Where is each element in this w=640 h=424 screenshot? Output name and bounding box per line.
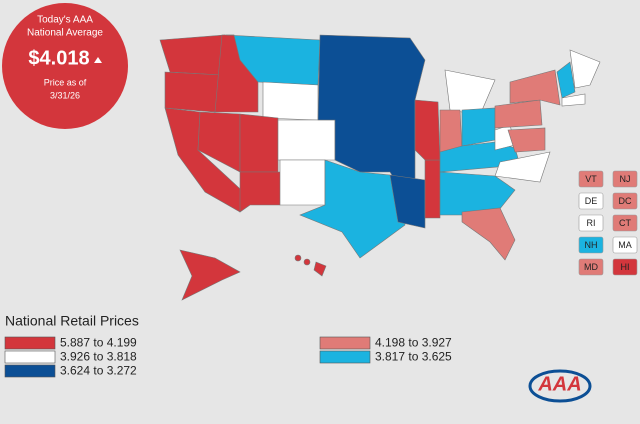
legend-label: 5.887 to 4.199 — [60, 336, 137, 350]
state-box — [578, 170, 604, 188]
badge-text: Today's AAA — [37, 15, 93, 26]
badge-price: $4.018 — [28, 47, 89, 69]
state — [262, 81, 319, 121]
state — [179, 249, 241, 301]
legend-title: National Retail Prices — [5, 313, 139, 329]
state — [439, 109, 463, 153]
state — [414, 99, 441, 161]
state — [313, 261, 327, 277]
legend-label: 4.198 to 3.927 — [375, 336, 452, 350]
legend-label: 3.817 to 3.625 — [375, 350, 452, 364]
state-box — [612, 170, 638, 188]
state — [556, 61, 576, 99]
badge: Today's AAA National Average $4.018 Pric… — [2, 3, 128, 129]
aaa-logo: AAA — [528, 369, 592, 403]
state-box — [612, 236, 638, 254]
state-box — [612, 192, 638, 210]
state-label: VT — [585, 174, 597, 184]
logo-ring — [528, 369, 592, 403]
state — [561, 93, 586, 107]
legend-swatch — [4, 350, 56, 364]
state-box — [578, 214, 604, 232]
state-box — [612, 214, 638, 232]
state-label: CT — [619, 218, 631, 228]
state — [294, 254, 302, 262]
small-states: VT NJ DE DC RI CT NH MA MD HI — [578, 170, 638, 276]
state — [277, 119, 336, 161]
state — [389, 174, 426, 229]
state — [239, 171, 283, 213]
legend-swatch — [4, 336, 56, 350]
badge-text: Price as of — [44, 77, 87, 87]
state-box — [578, 258, 604, 276]
state — [279, 159, 326, 206]
state — [461, 207, 516, 261]
state — [303, 258, 311, 266]
legend-swatch — [319, 350, 371, 364]
legend-swatch — [4, 364, 56, 378]
state — [494, 99, 543, 129]
badge-text: National Average — [27, 28, 103, 39]
up-arrow — [94, 57, 102, 63]
state-label: HI — [621, 262, 630, 272]
state-label: MD — [584, 262, 598, 272]
state — [424, 159, 441, 219]
state-box — [578, 236, 604, 254]
legend-swatch — [319, 336, 371, 350]
state-label: NJ — [620, 174, 631, 184]
state — [439, 171, 516, 216]
state-label: DC — [619, 196, 632, 206]
state — [164, 71, 223, 113]
badge-text: 3/31/26 — [50, 90, 80, 100]
state — [461, 107, 496, 147]
state-box — [612, 258, 638, 276]
logo-text: AAA — [537, 373, 581, 395]
state — [509, 69, 561, 106]
legend-label: 3.624 to 3.272 — [60, 364, 137, 378]
state — [299, 159, 406, 259]
us-map — [159, 34, 601, 301]
state-label: DE — [585, 196, 598, 206]
state — [494, 151, 551, 183]
state — [569, 49, 601, 89]
state-label: NH — [585, 240, 598, 250]
legend-label: 3.926 to 3.818 — [60, 350, 137, 364]
state-label: MA — [618, 240, 632, 250]
state — [239, 113, 279, 173]
state-box — [578, 192, 604, 210]
state — [159, 34, 226, 76]
state-label: RI — [587, 218, 596, 228]
state — [507, 127, 546, 153]
badge-circle — [2, 3, 128, 129]
